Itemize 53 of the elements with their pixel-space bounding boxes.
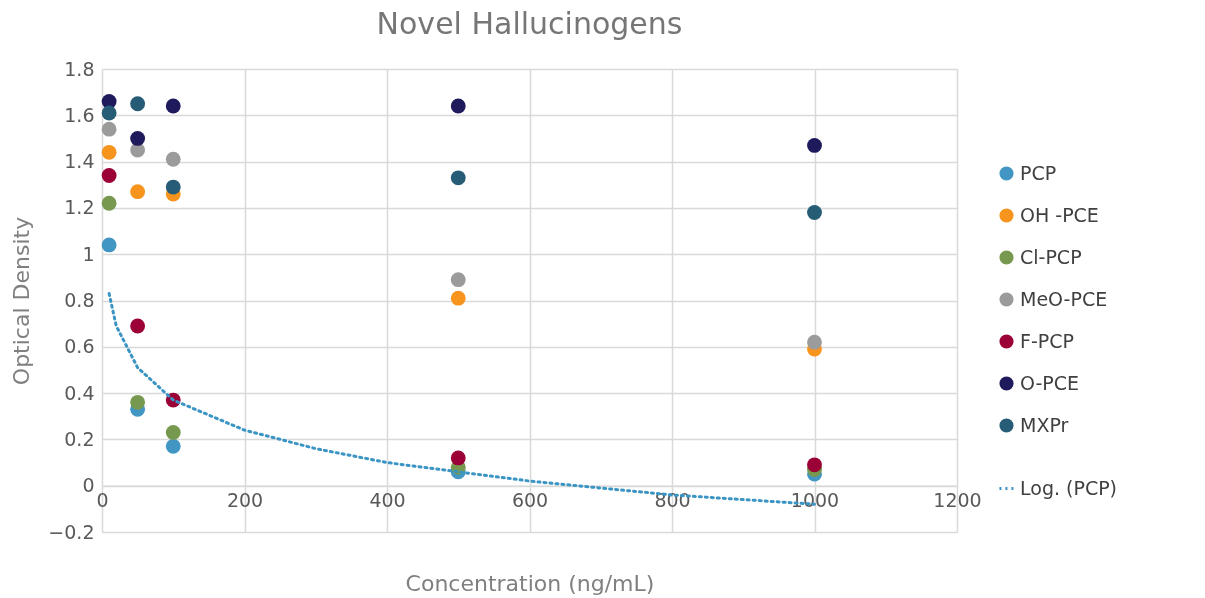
legend-label: PCP xyxy=(1020,161,1057,184)
y-tick-label: 0 xyxy=(82,474,95,497)
point xyxy=(450,170,466,186)
point xyxy=(101,105,117,121)
point xyxy=(165,98,181,114)
x-tick-label: 400 xyxy=(369,489,406,512)
point xyxy=(165,151,181,167)
x-tick-label: 600 xyxy=(511,489,549,512)
point xyxy=(101,144,117,160)
y-tick-label: 1.2 xyxy=(64,196,95,219)
legend-label: O-PCE xyxy=(1020,371,1080,394)
legend-label: Log. (PCP) xyxy=(1020,476,1118,499)
point xyxy=(130,131,146,146)
x-tick-label: 1200 xyxy=(933,489,982,512)
legend-label: MXPr xyxy=(1020,413,1069,436)
legend-label: MeO-PCE xyxy=(1020,287,1108,310)
y-axis-title: Optical Density xyxy=(9,216,35,386)
point xyxy=(450,98,466,114)
y-tick-label: 0.4 xyxy=(64,381,95,404)
y-tick-label: 0.8 xyxy=(64,289,95,311)
point xyxy=(101,121,117,137)
point xyxy=(807,457,822,473)
chart-title: Novel Hallucinogens xyxy=(376,6,683,41)
y-tick-label: −0.2 xyxy=(48,520,95,543)
point xyxy=(807,334,822,350)
point xyxy=(101,237,117,253)
point xyxy=(130,318,146,334)
legend-label: OH -PCE xyxy=(1020,203,1099,226)
point xyxy=(101,168,117,183)
legend-label: Cl-PCP xyxy=(1020,245,1082,268)
point xyxy=(101,195,117,211)
x-tick-label: 0 xyxy=(96,489,109,512)
x-tick-label: 1000 xyxy=(790,489,840,512)
point xyxy=(450,450,466,466)
y-tick-label: 1.6 xyxy=(64,103,95,126)
point xyxy=(130,394,146,410)
point xyxy=(450,272,466,288)
y-tick-label: 1 xyxy=(82,242,95,265)
point xyxy=(130,184,146,200)
y-tick-label: 1.4 xyxy=(64,150,95,173)
point xyxy=(165,438,181,454)
x-axis-title: Concentration (ng/mL) xyxy=(405,570,655,596)
point xyxy=(130,96,146,112)
point xyxy=(807,137,822,153)
x-tick-label: 200 xyxy=(226,489,264,512)
y-tick-label: 0.2 xyxy=(64,427,95,450)
point xyxy=(165,425,181,440)
point xyxy=(165,179,181,195)
y-tick-label: 0.6 xyxy=(64,335,95,358)
point xyxy=(450,290,466,306)
legend-label: F-PCP xyxy=(1020,329,1074,352)
point xyxy=(807,205,822,220)
y-tick-label: 1.8 xyxy=(64,57,95,80)
